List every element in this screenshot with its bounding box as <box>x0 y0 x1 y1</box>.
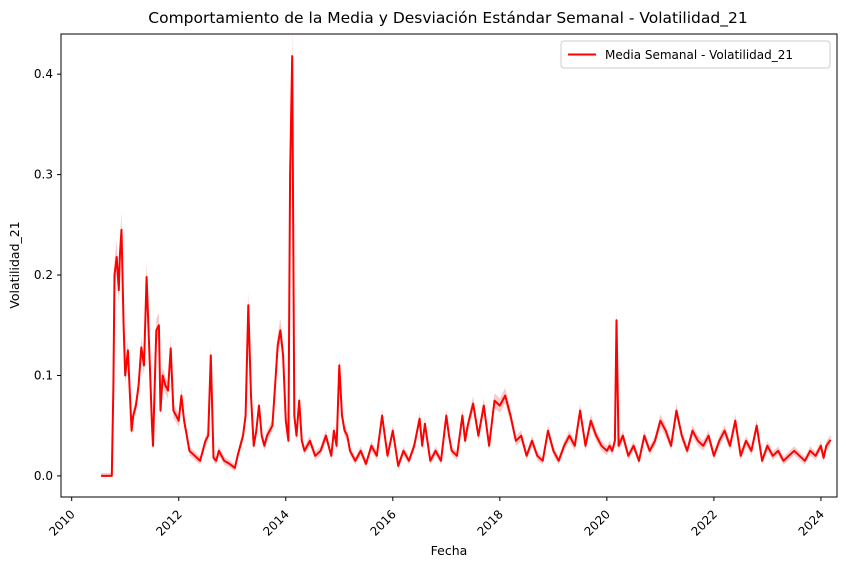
x-tick-label: 2012 <box>153 507 184 538</box>
x-axis-title: Fecha <box>431 543 468 558</box>
y-axis-title: Volatilidad_21 <box>7 221 22 308</box>
chart-title: Comportamiento de la Media y Desviación … <box>148 9 747 28</box>
x-tick-label: 2020 <box>581 507 612 538</box>
y-axis: 0.0 0.1 0.2 0.3 0.4 <box>34 67 61 483</box>
y-tick-label: 0.0 <box>34 469 53 483</box>
legend: Media Semanal - Volatilidad_21 <box>560 40 831 69</box>
y-tick-label: 0.1 <box>34 368 53 382</box>
y-tick-label: 0.4 <box>34 67 53 81</box>
x-axis: 2010 2012 2014 2016 2018 2020 2022 2024 <box>46 497 827 539</box>
x-tick-label: 2016 <box>367 507 398 538</box>
x-tick-label: 2010 <box>46 507 77 538</box>
y-tick-label: 0.3 <box>34 168 53 182</box>
x-tick-label: 2024 <box>796 507 827 538</box>
legend-label: Media Semanal - Volatilidad_21 <box>605 48 793 62</box>
plot-area <box>101 27 832 477</box>
series-0-std-band <box>101 27 831 476</box>
x-tick-label: 2014 <box>260 507 291 538</box>
x-tick-label: 2018 <box>474 507 505 538</box>
plot-frame <box>60 33 838 498</box>
legend-box <box>560 40 831 69</box>
y-tick-label: 0.2 <box>34 268 53 282</box>
series-0-line <box>101 55 832 477</box>
x-tick-label: 2022 <box>689 507 720 538</box>
